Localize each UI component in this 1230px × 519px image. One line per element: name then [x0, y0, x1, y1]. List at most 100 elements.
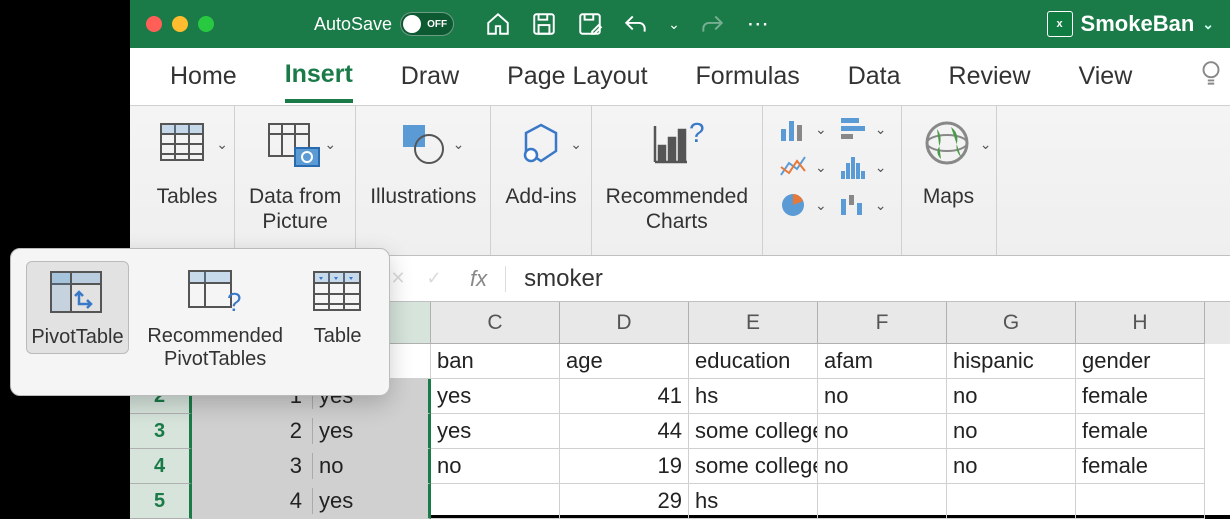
cell[interactable]: 4yes — [192, 484, 431, 519]
cell[interactable]: female — [1076, 449, 1205, 484]
fx-label[interactable]: fx — [452, 266, 506, 292]
cell[interactable]: yes — [431, 414, 560, 449]
autosave-toggle[interactable]: AutoSave OFF — [314, 12, 454, 36]
maps-button[interactable]: ⌄ Maps — [916, 116, 982, 209]
cell[interactable]: 2yes — [192, 414, 431, 449]
illustrations-button[interactable]: ⌄ Illustrations — [370, 116, 476, 209]
more-icon[interactable]: ⋯ — [744, 10, 772, 38]
cell[interactable]: no — [947, 414, 1076, 449]
row-header[interactable]: 4 — [130, 449, 192, 484]
cell[interactable]: no — [818, 379, 947, 414]
waterfall-chart-button[interactable]: ⌄ — [837, 188, 887, 222]
undo-dropdown-icon[interactable]: ⌄ — [668, 16, 680, 33]
chevron-down-icon: ⌄ — [875, 197, 887, 214]
line-chart-button[interactable]: ⌄ — [777, 150, 827, 184]
col-header[interactable]: E — [689, 302, 818, 344]
tab-page-layout[interactable]: Page Layout — [507, 52, 647, 101]
col-header[interactable]: F — [818, 302, 947, 344]
col-header[interactable]: D — [560, 302, 689, 344]
cell[interactable]: hispanic — [947, 344, 1076, 379]
pivottable-icon — [45, 266, 109, 320]
row-header[interactable]: 5 — [130, 484, 192, 519]
recommended-charts-label: Recommended Charts — [606, 184, 748, 234]
tab-review[interactable]: Review — [949, 52, 1031, 101]
cell[interactable]: 3no — [192, 449, 431, 484]
chevron-down-icon: ⌄ — [570, 136, 582, 153]
cell[interactable]: no — [947, 449, 1076, 484]
pivottable-option[interactable]: PivotTable — [26, 261, 128, 354]
cell[interactable]: yes — [431, 379, 560, 414]
data-from-picture-button[interactable]: ⌄ Data from Picture — [249, 116, 341, 234]
chevron-down-icon: ⌄ — [216, 136, 228, 153]
redo-icon[interactable] — [698, 10, 726, 38]
table-row: 4 3no no 19 some college no no female — [130, 449, 1230, 484]
cell[interactable]: age — [560, 344, 689, 379]
cell[interactable] — [947, 484, 1076, 519]
tables-icon: ⌄ — [154, 116, 220, 172]
cell[interactable]: no — [818, 449, 947, 484]
group-charts: ⌄ ⌄ ⌄ ⌄ ⌄ ⌄ — [763, 106, 901, 255]
tab-insert[interactable]: Insert — [285, 50, 353, 103]
group-illustrations: ⌄ Illustrations — [356, 106, 491, 255]
cell[interactable] — [1076, 484, 1205, 519]
traffic-lights — [146, 16, 214, 32]
cell[interactable]: 19 — [560, 449, 689, 484]
cell[interactable]: some college — [689, 449, 818, 484]
titlebar: AutoSave OFF ⌄ ⋯ x SmokeBan ⌄ — [130, 0, 1230, 48]
cell[interactable] — [431, 484, 560, 519]
tab-data[interactable]: Data — [848, 52, 901, 101]
group-data-from-picture: ⌄ Data from Picture — [235, 106, 356, 255]
histogram-button[interactable]: ⌄ — [837, 150, 887, 184]
toggle-switch[interactable]: OFF — [400, 12, 454, 36]
minimize-button[interactable] — [172, 16, 188, 32]
bar-chart-button[interactable]: ⌄ — [837, 112, 887, 146]
cell[interactable]: 41 — [560, 379, 689, 414]
addins-button[interactable]: ⌄ Add-ins — [505, 116, 576, 209]
recommended-charts-button[interactable]: ? Recommended Charts — [606, 116, 748, 234]
close-button[interactable] — [146, 16, 162, 32]
undo-icon[interactable] — [622, 10, 650, 38]
cell[interactable]: hs — [689, 379, 818, 414]
tab-home[interactable]: Home — [170, 52, 237, 101]
table-row: 5 4yes 29 hs — [130, 484, 1230, 519]
cell[interactable] — [818, 484, 947, 519]
cell[interactable]: ban — [431, 344, 560, 379]
cell[interactable]: afam — [818, 344, 947, 379]
row-header[interactable]: 3 — [130, 414, 192, 449]
cell[interactable]: hs — [689, 484, 818, 519]
lightbulb-icon[interactable] — [1198, 59, 1224, 94]
document-dropdown-icon[interactable]: ⌄ — [1202, 16, 1214, 33]
pie-chart-button[interactable]: ⌄ — [777, 188, 827, 222]
cell[interactable]: no — [431, 449, 560, 484]
tab-draw[interactable]: Draw — [401, 52, 459, 101]
document-title[interactable]: x SmokeBan ⌄ — [1047, 11, 1214, 37]
col-header[interactable]: G — [947, 302, 1076, 344]
cell[interactable]: gender — [1076, 344, 1205, 379]
cell[interactable]: female — [1076, 414, 1205, 449]
cell[interactable]: no — [947, 379, 1076, 414]
save-edit-icon[interactable] — [576, 10, 604, 38]
cell[interactable]: 29 — [560, 484, 689, 519]
col-header[interactable]: C — [431, 302, 560, 344]
cell[interactable]: no — [818, 414, 947, 449]
formula-value[interactable]: smoker — [506, 265, 621, 293]
cell[interactable]: female — [1076, 379, 1205, 414]
home-icon[interactable] — [484, 10, 512, 38]
tab-view[interactable]: View — [1079, 52, 1133, 101]
accept-formula-icon[interactable]: ✓ — [416, 268, 452, 289]
recommended-pivottables-option[interactable]: ? Recommended PivotTables — [143, 261, 287, 375]
maximize-button[interactable] — [198, 16, 214, 32]
cell[interactable]: 44 — [560, 414, 689, 449]
column-chart-button[interactable]: ⌄ — [777, 112, 827, 146]
col-header[interactable]: H — [1076, 302, 1205, 344]
chevron-down-icon: ⌄ — [815, 121, 827, 138]
tab-formulas[interactable]: Formulas — [696, 52, 800, 101]
cell[interactable]: education — [689, 344, 818, 379]
tables-dropdown-popup: PivotTable ? Recommended PivotTables Tab… — [10, 248, 390, 396]
table-option[interactable]: Table — [302, 261, 374, 352]
table-label: Table — [314, 325, 362, 348]
save-icon[interactable] — [530, 10, 558, 38]
cell[interactable]: some college — [689, 414, 818, 449]
chevron-down-icon: ⌄ — [324, 136, 336, 153]
tables-button[interactable]: ⌄ Tables — [154, 116, 220, 209]
